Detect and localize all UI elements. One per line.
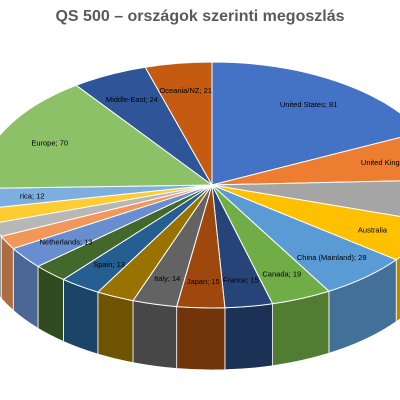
- pie-side-14: [0, 234, 2, 300]
- slice-label-3: Australia: [358, 225, 388, 234]
- slice-label-7: Japan; 15: [187, 277, 220, 286]
- slice-label-10: Spain; 13: [93, 260, 125, 269]
- slice-label-5: Canada; 19: [262, 270, 301, 279]
- slice-label-17: Europe; 70: [31, 139, 68, 148]
- pie-slice-0: [211, 61, 400, 186]
- pie-label-group: United States; 81 United Kingdom Australia…: [20, 86, 400, 286]
- pie-slice-19: [144, 61, 213, 187]
- pie-side-group: [0, 234, 400, 371]
- slice-label-0: United States; 81: [280, 100, 338, 109]
- chart-title: QS 500 – országok szerinti megoszlás: [55, 8, 345, 25]
- slice-label-6: France; 15: [223, 276, 259, 285]
- pie-slice-17: [0, 84, 214, 189]
- slice-label-1: United Kingdom: [361, 158, 400, 167]
- pie-slice-1: [211, 136, 400, 186]
- slice-label-12: Netherlands; 13: [40, 238, 93, 247]
- pie-slice-16: [0, 184, 213, 208]
- pie-slice-14: [0, 184, 213, 237]
- pie-slice-15: [0, 184, 213, 223]
- pie-side-7: [176, 306, 226, 371]
- slice-label-8: Italy; 14: [154, 274, 180, 283]
- pie-side-6: [224, 303, 273, 371]
- slice-label-18: Middle-East; 24: [106, 95, 158, 104]
- slice-label-19: Oceania/NZ; 21: [159, 86, 212, 95]
- slice-label-4: China (Mainland); 28: [297, 253, 367, 262]
- slice-label-16: rica; 12: [20, 192, 45, 201]
- pie-side-8: [132, 300, 178, 369]
- pie-top-group: [0, 61, 400, 309]
- pie-slice-2: [211, 180, 400, 217]
- pie-side-9: [97, 291, 134, 364]
